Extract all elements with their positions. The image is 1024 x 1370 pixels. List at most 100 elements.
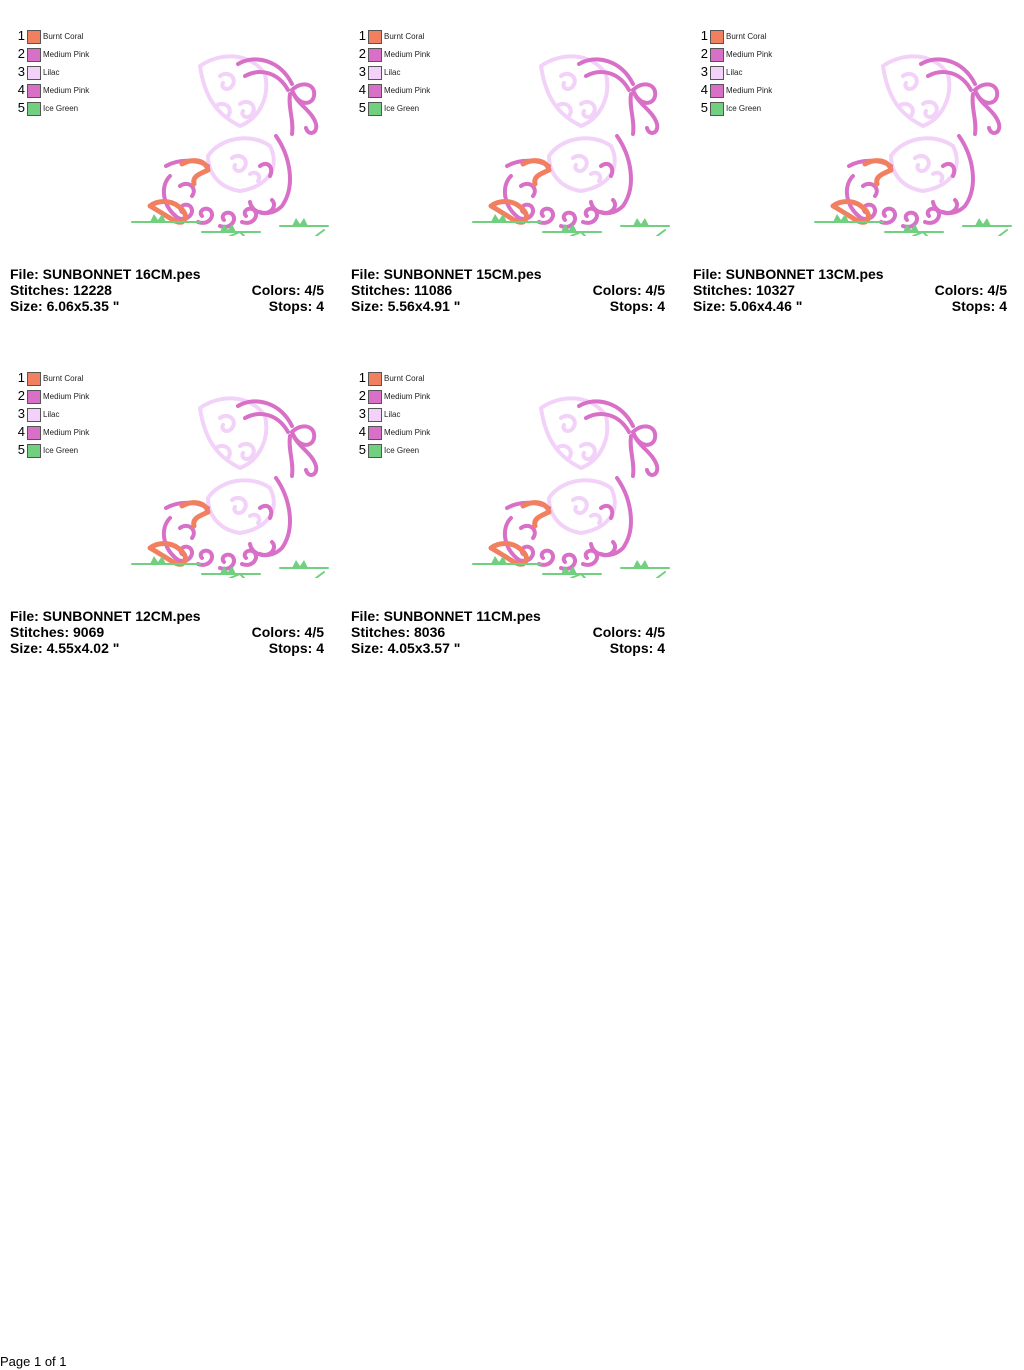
stitches-label: Stitches:: [693, 282, 753, 298]
legend-color-name: Medium Pink: [384, 50, 431, 59]
design-info: File: SUNBONNET 15CM.pes Stitches: 11086…: [351, 266, 671, 314]
size-line: Size: 5.56x4.91 " Stops: 4: [351, 298, 671, 314]
colors-info: Colors: 4/5: [593, 282, 665, 298]
colors-label: Colors:: [592, 624, 642, 640]
color-swatch: [710, 30, 724, 44]
size-value: 6.06x5.35 ": [46, 298, 120, 314]
file-name: SUNBONNET 13CM.pes: [725, 266, 884, 282]
colors-value: 4/5: [987, 282, 1007, 298]
color-swatch: [27, 408, 41, 422]
legend-number: 2: [17, 388, 25, 403]
colors-value: 4/5: [304, 282, 324, 298]
file-label: File:: [10, 266, 39, 282]
legend-number: 4: [358, 424, 366, 439]
color-swatch: [368, 66, 382, 80]
legend-color-name: Ice Green: [43, 446, 79, 455]
stitches-line: Stitches: 10327 Colors: 4/5: [693, 282, 1013, 298]
legend-color-name: Lilac: [43, 410, 60, 419]
legend-color-name: Medium Pink: [384, 86, 431, 95]
colors-label: Colors:: [934, 282, 984, 298]
stops-label: Stops:: [609, 640, 654, 656]
design-card: 1 Burnt Coral 2 Medium Pink 3 Lilac 4 Me…: [693, 28, 1013, 318]
color-swatch: [27, 48, 41, 62]
color-swatch: [27, 372, 41, 386]
size-value: 4.05x3.57 ": [387, 640, 461, 656]
legend-number: 5: [700, 100, 708, 115]
legend-color-name: Ice Green: [384, 446, 420, 455]
file-line: File: SUNBONNET 13CM.pes: [693, 266, 1013, 282]
embroidery-design-preview: [461, 388, 673, 579]
color-swatch: [368, 372, 382, 386]
file-label: File:: [351, 266, 380, 282]
stops-value: 4: [999, 298, 1007, 314]
legend-color-name: Lilac: [726, 68, 743, 77]
legend-number: 3: [17, 406, 25, 421]
legend-number: 4: [358, 82, 366, 97]
legend-color-name: Burnt Coral: [43, 32, 84, 41]
stops-info: Stops: 4: [952, 298, 1007, 314]
stitches-value: 12228: [73, 282, 112, 298]
size-value: 4.55x4.02 ": [46, 640, 120, 656]
legend-number: 2: [358, 388, 366, 403]
colors-info: Colors: 4/5: [593, 624, 665, 640]
legend-number: 2: [358, 46, 366, 61]
color-swatch: [27, 444, 41, 458]
legend-number: 4: [17, 424, 25, 439]
legend-color-name: Burnt Coral: [43, 374, 84, 383]
file-label: File:: [10, 608, 39, 624]
color-swatch: [368, 390, 382, 404]
colors-info: Colors: 4/5: [252, 624, 324, 640]
color-swatch: [27, 30, 41, 44]
stops-info: Stops: 4: [610, 298, 665, 314]
stops-label: Stops:: [268, 298, 313, 314]
legend-number: 5: [17, 100, 25, 115]
legend-color-name: Medium Pink: [726, 86, 773, 95]
color-swatch: [27, 84, 41, 98]
file-name: SUNBONNET 12CM.pes: [42, 608, 201, 624]
legend-number: 3: [358, 406, 366, 421]
legend-number: 3: [700, 64, 708, 79]
file-name: SUNBONNET 15CM.pes: [383, 266, 542, 282]
file-line: File: SUNBONNET 11CM.pes: [351, 608, 671, 624]
color-swatch: [368, 426, 382, 440]
stitches-value: 9069: [73, 624, 105, 640]
size-value: 5.56x4.91 ": [387, 298, 461, 314]
stitches-line: Stitches: 9069 Colors: 4/5: [10, 624, 330, 640]
stops-value: 4: [316, 298, 324, 314]
size-line: Size: 4.05x3.57 " Stops: 4: [351, 640, 671, 656]
stitches-line: Stitches: 8036 Colors: 4/5: [351, 624, 671, 640]
design-info: File: SUNBONNET 11CM.pes Stitches: 8036 …: [351, 608, 671, 656]
legend-number: 4: [17, 82, 25, 97]
legend-color-name: Ice Green: [726, 104, 762, 113]
file-line: File: SUNBONNET 16CM.pes: [10, 266, 330, 282]
size-label: Size:: [351, 640, 384, 656]
legend-number: 5: [17, 442, 25, 457]
file-label: File:: [351, 608, 380, 624]
stops-label: Stops:: [609, 298, 654, 314]
legend-number: 3: [17, 64, 25, 79]
legend-number: 2: [700, 46, 708, 61]
color-swatch: [710, 48, 724, 62]
legend-color-name: Lilac: [43, 68, 60, 77]
stops-info: Stops: 4: [610, 640, 665, 656]
color-swatch: [27, 390, 41, 404]
legend-color-name: Medium Pink: [726, 50, 773, 59]
size-line: Size: 4.55x4.02 " Stops: 4: [10, 640, 330, 656]
stitches-line: Stitches: 12228 Colors: 4/5: [10, 282, 330, 298]
design-card: 1 Burnt Coral 2 Medium Pink 3 Lilac 4 Me…: [351, 28, 671, 318]
design-card: 1 Burnt Coral 2 Medium Pink 3 Lilac 4 Me…: [10, 370, 330, 660]
legend-color-name: Medium Pink: [384, 392, 431, 401]
design-info: File: SUNBONNET 16CM.pes Stitches: 12228…: [10, 266, 330, 314]
size-label: Size:: [351, 298, 384, 314]
color-swatch: [710, 84, 724, 98]
colors-info: Colors: 4/5: [935, 282, 1007, 298]
stops-value: 4: [316, 640, 324, 656]
stitches-line: Stitches: 11086 Colors: 4/5: [351, 282, 671, 298]
file-line: File: SUNBONNET 12CM.pes: [10, 608, 330, 624]
legend-color-name: Burnt Coral: [726, 32, 767, 41]
embroidery-design-preview: [120, 46, 332, 237]
stops-value: 4: [657, 640, 665, 656]
legend-color-name: Medium Pink: [43, 50, 90, 59]
stitches-value: 8036: [414, 624, 446, 640]
colors-value: 4/5: [304, 624, 324, 640]
